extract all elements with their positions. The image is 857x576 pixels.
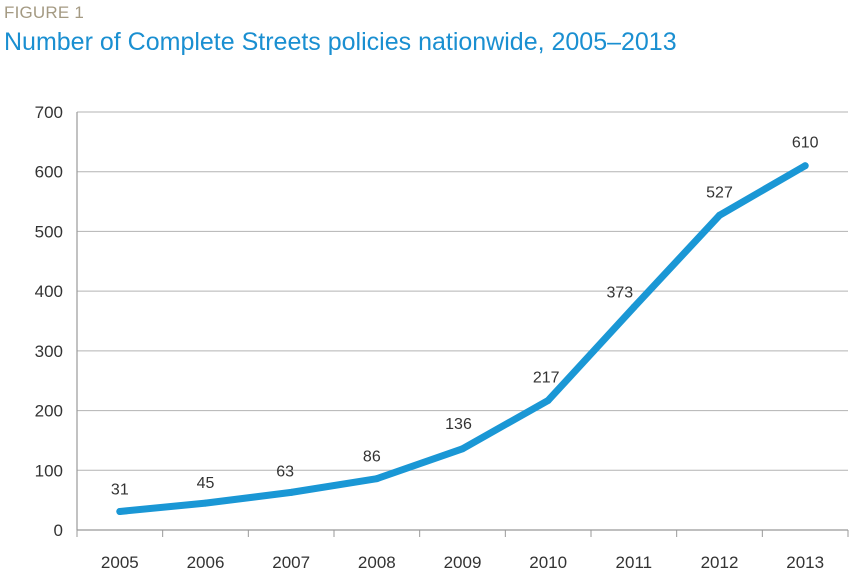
figure-label: FIGURE 1 xyxy=(4,3,85,22)
axes xyxy=(76,112,849,537)
x-tick-label-2010: 2010 xyxy=(529,553,567,572)
x-tick-label-2005: 2005 xyxy=(101,553,139,572)
data-labels: 31 45 63 86 136 217 373 527 610 xyxy=(111,135,819,499)
data-label-2006: 45 xyxy=(197,475,215,492)
chart-title: Number of Complete Streets policies nati… xyxy=(4,28,677,56)
y-tick-label-200: 200 xyxy=(35,402,63,421)
y-tick-label-700: 700 xyxy=(35,103,63,122)
data-label-2007: 63 xyxy=(276,463,294,480)
data-label-2008: 86 xyxy=(363,449,381,466)
data-label-2013: 610 xyxy=(792,135,819,152)
x-tick-label-2009: 2009 xyxy=(444,553,482,572)
y-tick-label-400: 400 xyxy=(35,282,63,301)
x-tick-label-2012: 2012 xyxy=(701,553,739,572)
data-point-2012 xyxy=(716,211,723,219)
data-label-2011: 373 xyxy=(606,284,633,301)
x-axis-ticks: 2005 2006 2007 2008 2009 2010 2011 2012 2013 xyxy=(101,553,824,572)
x-tick-label-2013: 2013 xyxy=(786,553,824,572)
data-label-2012: 527 xyxy=(706,184,733,201)
data-point-2013 xyxy=(801,162,809,170)
data-point-2010 xyxy=(544,396,552,404)
y-tick-label-500: 500 xyxy=(35,222,63,241)
y-tick-label-300: 300 xyxy=(35,342,63,361)
y-tick-label-0: 0 xyxy=(54,521,63,540)
series-layer xyxy=(116,162,809,515)
data-label-2005: 31 xyxy=(111,481,129,498)
x-tick-label-2007: 2007 xyxy=(272,553,310,572)
data-point-2005 xyxy=(116,507,124,515)
x-tick-label-2011: 2011 xyxy=(616,553,653,572)
data-point-2007 xyxy=(287,488,295,496)
data-point-2011 xyxy=(630,303,638,311)
x-tick-label-2006: 2006 xyxy=(187,553,225,572)
grid-lines xyxy=(77,111,848,471)
data-label-2010: 217 xyxy=(533,369,560,386)
data-label-2009: 136 xyxy=(445,416,472,433)
data-point-2009 xyxy=(459,445,466,453)
y-tick-label-100: 100 xyxy=(35,461,63,480)
series-line-0 xyxy=(116,162,809,515)
y-tick-label-600: 600 xyxy=(35,163,63,182)
data-point-2006 xyxy=(202,499,209,507)
data-point-2008 xyxy=(373,475,381,483)
y-axis-ticks: 0 100 200 300 400 500 600 700 xyxy=(35,103,63,540)
x-tick-label-2008: 2008 xyxy=(358,553,396,572)
